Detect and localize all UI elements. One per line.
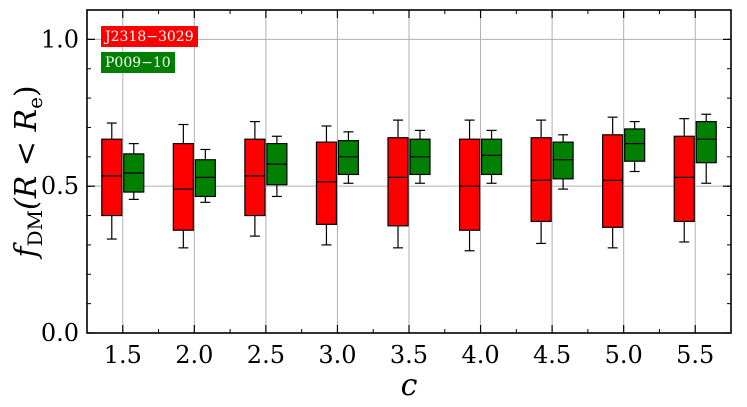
box-body	[602, 134, 624, 228]
x-tick-label: 3.0	[318, 341, 356, 369]
y-label-rest: (R < R	[9, 109, 44, 210]
axis-ticks: 1.5 2.0 2.5 3.0 3.5 4.0 4.5 5.0 5.5 0.0 0.5 1.0	[41, 9, 732, 369]
y-tick-label: 0.0	[41, 319, 79, 347]
box-body	[552, 141, 574, 180]
x-tick-label: 4.0	[461, 341, 499, 369]
box-p009-2.5	[266, 135, 288, 198]
box-j2318-2.0	[172, 123, 194, 249]
box-j2318-3.0	[315, 125, 338, 246]
x-tick-label: 2.5	[247, 341, 285, 369]
box-j2318-5.0	[602, 116, 624, 249]
box-j2318-5.5	[673, 118, 695, 243]
box-p009-4.0	[480, 129, 503, 184]
box-body	[337, 140, 360, 176]
x-axis-label: c	[401, 368, 418, 403]
legend-swatch-j2318	[101, 26, 198, 47]
box-j2318-4.0	[458, 119, 481, 252]
x-tick-label: 5.5	[676, 341, 714, 369]
legend-label-p009: P009−10	[105, 55, 171, 71]
box-p009-5.0	[624, 120, 646, 173]
x-tick-label: 2.0	[175, 341, 213, 369]
x-tick-label: 1.5	[104, 341, 142, 369]
box-j2318-1.5	[101, 122, 123, 240]
y-label-subscript: DM	[23, 210, 47, 247]
box-p009-2.0	[194, 148, 216, 203]
box-body	[624, 128, 646, 162]
box-p009-3.0	[337, 131, 360, 184]
box-body	[480, 138, 503, 176]
box-body	[695, 120, 717, 164]
box-body	[172, 143, 194, 231]
box-body	[387, 137, 409, 227]
y-tick-label: 0.5	[41, 172, 79, 200]
box-j2318-2.5	[244, 120, 266, 237]
y-label-subscript2: e	[23, 97, 47, 109]
box-p009-5.5	[695, 113, 717, 184]
box-body	[315, 141, 338, 225]
legend-swatch-p009	[101, 52, 175, 73]
box-p009-4.5	[552, 134, 574, 190]
box-body	[458, 138, 481, 231]
x-tick-label: 3.5	[390, 341, 428, 369]
box-body	[101, 138, 123, 217]
x-tick-label: 4.5	[533, 341, 571, 369]
box-p009-1.5	[123, 143, 145, 200]
box-body	[673, 135, 695, 223]
box-p009-3.5	[409, 129, 431, 184]
x-tick-label: 5.0	[605, 341, 643, 369]
box-body	[530, 137, 552, 223]
legend-label-j2318: J2318−3029	[103, 29, 194, 45]
box-j2318-3.5	[387, 119, 409, 249]
legend: J2318−3029 P009−10	[101, 26, 198, 73]
y-label-close: )	[9, 85, 44, 97]
box-j2318-4.5	[530, 119, 552, 245]
box-body	[244, 138, 266, 217]
y-tick-label: 1.0	[41, 25, 79, 53]
box-plot-marks	[101, 113, 717, 252]
y-axis-label: fDM(R < Re)	[9, 85, 47, 259]
box-body	[194, 159, 216, 198]
